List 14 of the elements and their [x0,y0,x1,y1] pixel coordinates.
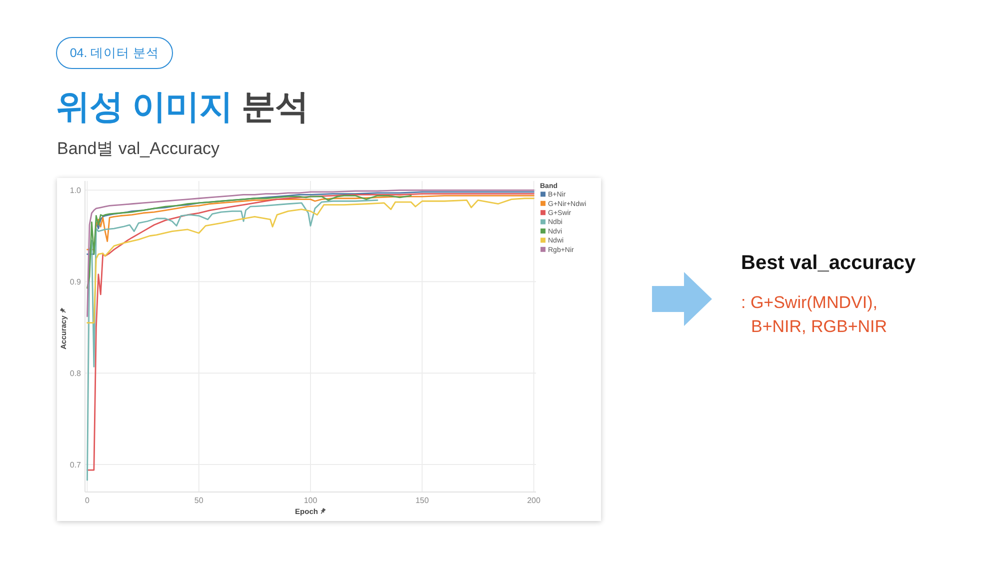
title: 위성 이미지 분석 [56,87,308,128]
subtitle: Band별 val_Accuracy [57,138,220,160]
ytick: 0.8 [70,369,81,378]
annotation: Best val_accuracy [741,252,916,275]
ytick: 0.9 [70,278,81,287]
annotation: 04. 데이터 분석 [56,37,173,69]
xtick: 0 [85,496,90,505]
ytick: 1.0 [70,186,81,196]
xtick: 150 [415,496,429,505]
annotation: : G+Swir(MNDVI), B+NIR, RGB+NIR [741,292,888,338]
xtick: 100 [304,496,318,505]
xtick: 200 [527,496,540,505]
xtick: 50 [194,496,204,505]
ytick: 0.7 [70,460,81,470]
